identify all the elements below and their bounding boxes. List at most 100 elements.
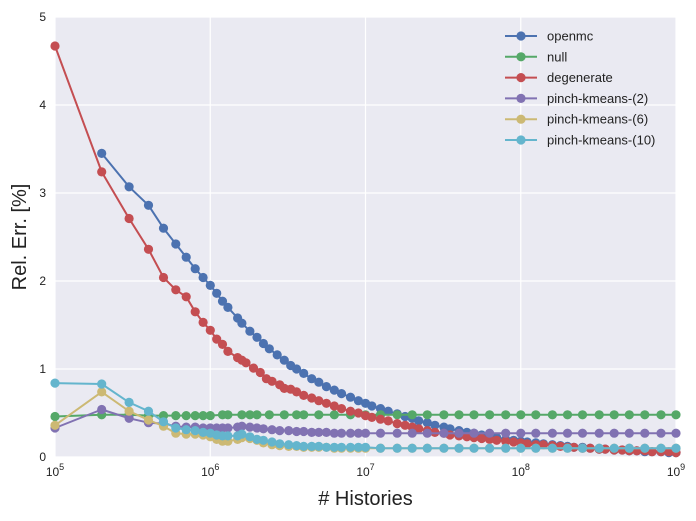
- data-point: [299, 441, 309, 451]
- data-point: [245, 422, 255, 432]
- y-tick-labels: 0 1 2 3 4 5: [39, 10, 46, 464]
- data-point: [321, 442, 331, 452]
- data-point: [143, 415, 154, 425]
- data-point: [198, 411, 208, 421]
- x-tick-label: 108: [512, 462, 530, 479]
- data-point: [97, 387, 107, 397]
- data-point: [143, 200, 154, 210]
- data-point: [594, 410, 604, 420]
- data-point: [124, 397, 134, 407]
- data-point: [439, 443, 449, 453]
- data-point: [422, 418, 432, 428]
- data-point: [547, 428, 558, 438]
- data-point: [307, 427, 317, 437]
- data-point: [223, 302, 233, 312]
- data-point: [258, 435, 268, 445]
- legend-label: null: [547, 49, 567, 64]
- y-tick-label: 0: [39, 450, 46, 464]
- data-point: [275, 439, 285, 449]
- data-point: [454, 443, 464, 453]
- legend-swatch-marker: [516, 31, 526, 41]
- data-point: [531, 443, 541, 453]
- data-point: [577, 428, 588, 438]
- data-point: [640, 410, 650, 420]
- data-point: [656, 428, 666, 438]
- data-point: [407, 410, 417, 420]
- data-point: [314, 377, 324, 387]
- legend-label: pinch-kmeans-(10): [547, 133, 655, 148]
- data-point: [594, 428, 604, 438]
- data-point: [190, 426, 200, 436]
- data-point: [237, 429, 247, 439]
- data-point: [422, 428, 432, 438]
- data-point: [284, 426, 294, 436]
- data-point: [217, 339, 228, 349]
- data-point: [223, 410, 233, 420]
- data-point: [336, 428, 347, 438]
- data-point: [237, 410, 247, 420]
- data-point: [181, 292, 191, 302]
- data-point: [547, 443, 558, 453]
- legend-swatch-marker: [516, 93, 526, 103]
- data-point: [97, 379, 107, 389]
- data-point: [640, 428, 650, 438]
- data-point: [383, 406, 393, 416]
- data-point: [307, 441, 317, 451]
- series-group: [50, 378, 681, 453]
- data-point: [205, 325, 215, 335]
- data-point: [299, 368, 309, 378]
- data-point: [50, 41, 60, 51]
- data-point: [237, 318, 247, 328]
- data-point: [594, 443, 604, 453]
- data-point: [124, 182, 134, 192]
- data-point: [671, 443, 681, 453]
- y-tick-label: 2: [39, 274, 46, 288]
- data-point: [314, 441, 324, 451]
- data-point: [267, 376, 277, 386]
- data-point: [223, 431, 233, 441]
- legend-item: pinch-kmeans-(10): [505, 133, 655, 148]
- data-point: [171, 411, 181, 421]
- legend-item: null: [505, 49, 567, 64]
- data-point: [190, 264, 200, 274]
- data-point: [624, 410, 634, 420]
- data-point: [469, 443, 479, 453]
- legend-label: pinch-kmeans-(6): [547, 112, 648, 127]
- data-point: [171, 423, 181, 433]
- data-point: [469, 410, 479, 420]
- data-point: [299, 426, 309, 437]
- data-point: [375, 428, 386, 438]
- legend-item: pinch-kmeans-(2): [505, 91, 648, 106]
- data-point: [392, 443, 402, 453]
- data-point: [353, 428, 363, 438]
- data-point: [205, 411, 215, 421]
- data-point: [267, 425, 277, 435]
- data-point: [252, 332, 262, 342]
- data-point: [255, 367, 265, 378]
- data-point: [158, 272, 169, 283]
- data-point: [624, 443, 634, 453]
- data-point: [522, 439, 532, 449]
- data-point: [501, 410, 511, 420]
- data-point: [292, 426, 302, 437]
- data-point: [353, 442, 363, 452]
- data-point: [516, 443, 526, 453]
- legend-item: openmc: [505, 29, 594, 44]
- data-point: [190, 307, 200, 317]
- data-point: [245, 432, 255, 442]
- data-point: [264, 410, 274, 420]
- data-point: [360, 428, 371, 438]
- data-point: [143, 406, 154, 416]
- legend-swatch-marker: [516, 52, 526, 62]
- data-point: [336, 442, 347, 452]
- data-point: [562, 410, 573, 420]
- data-point: [50, 378, 60, 388]
- data-point: [516, 410, 526, 420]
- data-point: [562, 428, 573, 438]
- data-point: [292, 441, 302, 451]
- data-point: [245, 326, 255, 336]
- data-point: [198, 317, 208, 327]
- data-point: [577, 410, 588, 420]
- data-point: [538, 440, 549, 450]
- legend-label: pinch-kmeans-(2): [547, 91, 648, 106]
